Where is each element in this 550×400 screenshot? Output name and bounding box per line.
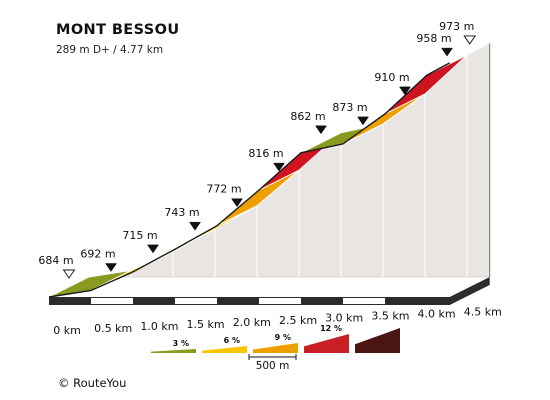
elevation-labels: 684 m 692 m 715 m 743 m 772 m 816 m 862 m 873 m… bbox=[38, 20, 477, 279]
elevation-marker-icon bbox=[315, 125, 327, 135]
distance-labels: 0 km 0.5 km 1.0 km 1.5 km 2.0 km 2.5 km 3.0 km… bbox=[53, 306, 502, 337]
distance-tick-label: 3.5 km bbox=[371, 310, 409, 323]
distance-tick-label: 0.5 km bbox=[94, 322, 132, 335]
distance-tick-label: 4.5 km bbox=[464, 306, 502, 319]
chart-subtitle: 289 m D+ / 4.77 km bbox=[56, 44, 164, 56]
elevation-label: 692 m bbox=[80, 248, 115, 261]
elevation-label: 910 m bbox=[374, 71, 409, 84]
distance-tick-label: 1.0 km bbox=[140, 320, 178, 333]
elevation-marker-icon bbox=[231, 198, 243, 208]
gradient-legend: 3 % 6 % 9 % 12 % 500 m bbox=[151, 324, 400, 372]
elevation-marker-icon bbox=[189, 221, 201, 231]
elevation-marker-icon bbox=[273, 162, 285, 172]
chart-title: MONT BESSOU bbox=[56, 22, 180, 38]
legend-label: 3 % bbox=[173, 339, 189, 348]
base-scale-dash bbox=[175, 298, 217, 304]
elevation-label: 743 m bbox=[164, 206, 199, 219]
legend-swatch bbox=[355, 328, 400, 353]
legend-swatch bbox=[151, 349, 196, 353]
elevation-label: 958 m bbox=[416, 32, 451, 45]
distance-tick-label: 4.0 km bbox=[418, 308, 456, 321]
profile-segment bbox=[48, 270, 132, 298]
legend-swatch bbox=[253, 343, 298, 353]
elevation-marker-icon bbox=[399, 86, 411, 96]
base-scale-dash bbox=[259, 298, 301, 304]
summit-marker-icon bbox=[463, 35, 477, 45]
distance-tick-label: 1.5 km bbox=[187, 318, 225, 331]
routeyou-credit: © RouteYou bbox=[58, 376, 127, 390]
distance-tick-label: 2.0 km bbox=[233, 316, 271, 329]
scale-bar-label: 500 m bbox=[256, 360, 290, 372]
elevation-marker-icon bbox=[441, 47, 453, 57]
elevation-label: 973 m bbox=[439, 20, 474, 33]
legend-swatch bbox=[304, 334, 349, 353]
summit-marker-icon bbox=[62, 269, 76, 279]
elevation-label: 816 m bbox=[248, 147, 283, 160]
elevation-marker-icon bbox=[147, 244, 159, 254]
legend-label: 6 % bbox=[224, 336, 240, 345]
base-scale-dash bbox=[343, 298, 385, 304]
elevation-label: 684 m bbox=[38, 254, 73, 267]
distance-tick-label: 3.0 km bbox=[325, 312, 363, 325]
distance-tick-label: 2.5 km bbox=[279, 314, 317, 327]
legend-label: 9 % bbox=[275, 333, 291, 342]
legend-swatch bbox=[202, 346, 247, 353]
elevation-marker-icon bbox=[105, 263, 117, 272]
elevation-label: 772 m bbox=[206, 183, 241, 196]
base-scale-dash bbox=[91, 298, 133, 304]
elevation-label: 715 m bbox=[122, 229, 157, 242]
legend-label: 12 % bbox=[320, 324, 342, 333]
elevation-label: 873 m bbox=[332, 101, 367, 114]
elevation-label: 862 m bbox=[290, 110, 325, 123]
profile-top-layer bbox=[48, 42, 490, 298]
elevation-marker-icon bbox=[357, 116, 369, 126]
distance-tick-label: 0 km bbox=[53, 324, 81, 337]
profile-front-edge bbox=[48, 62, 451, 298]
